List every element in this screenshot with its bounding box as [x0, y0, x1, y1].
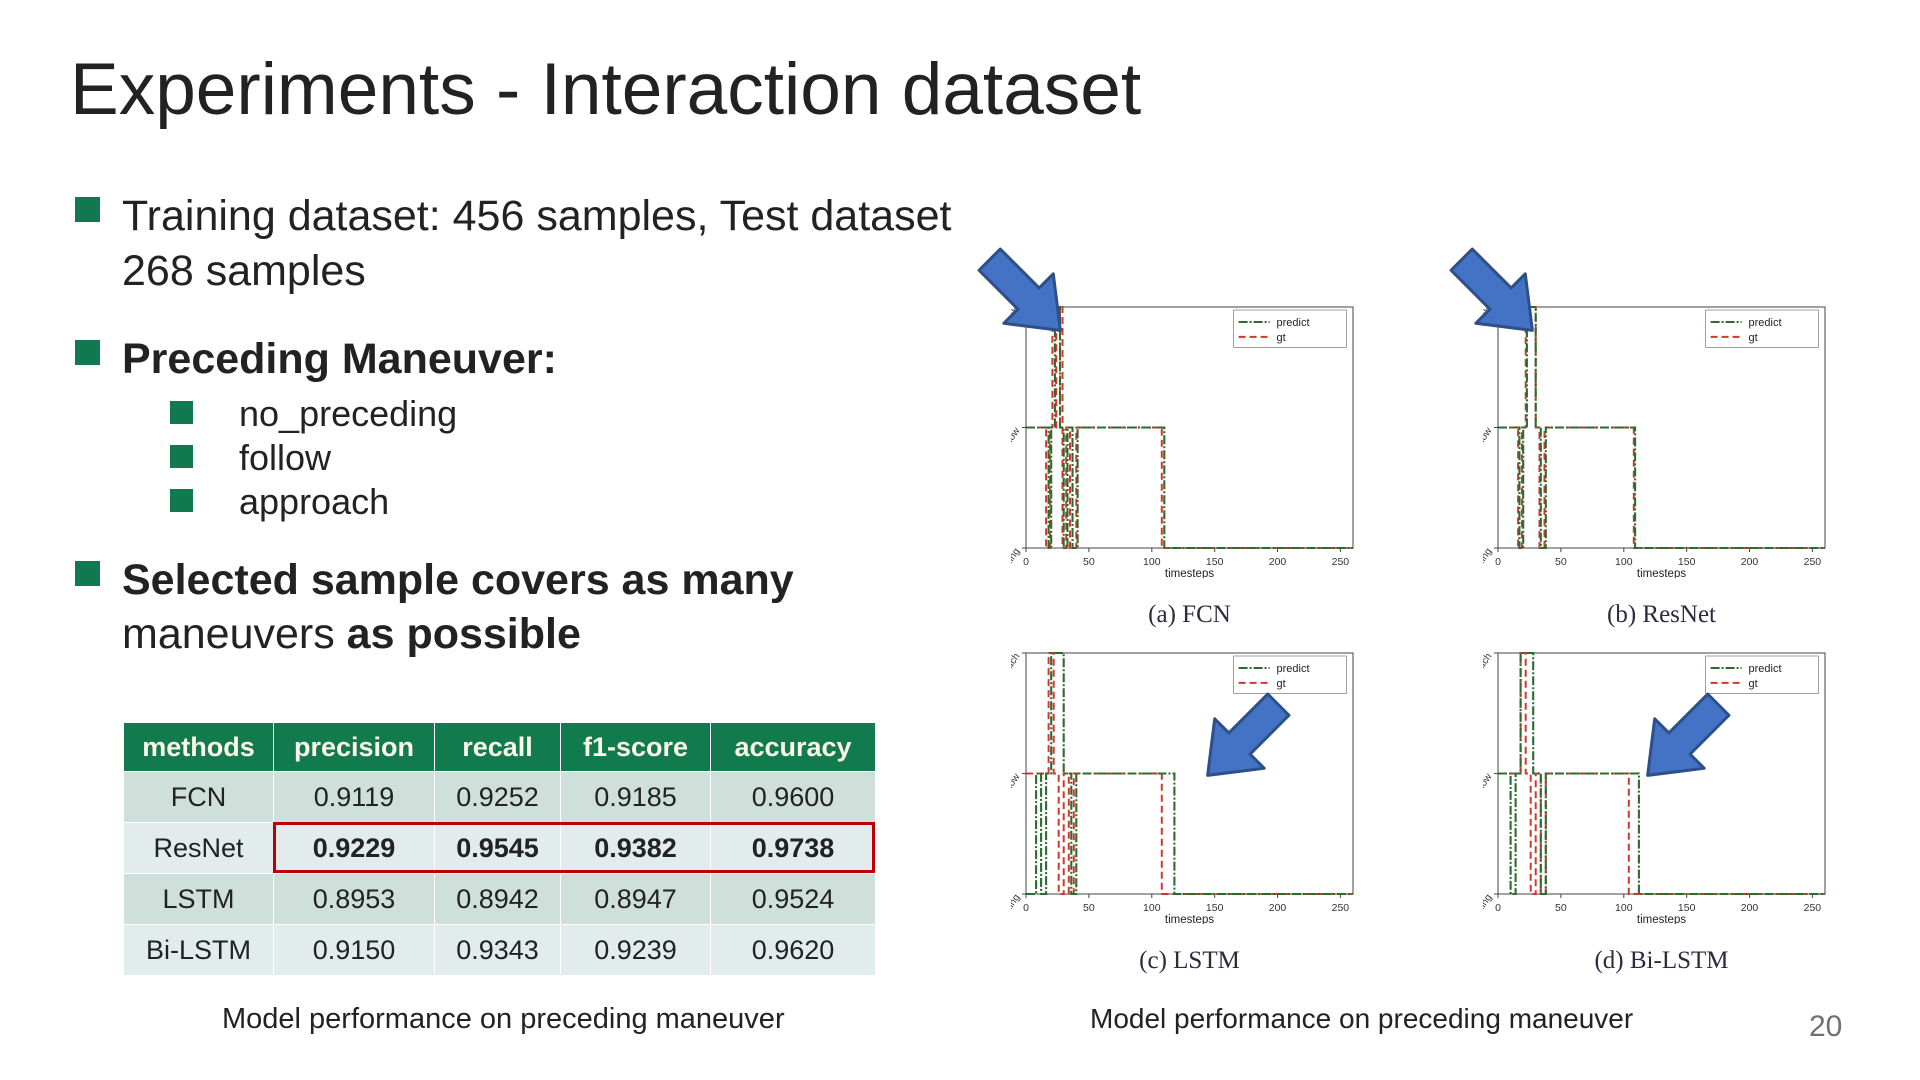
svg-text:predict: predict [1749, 317, 1782, 329]
svg-text:0: 0 [1495, 902, 1501, 914]
svg-text:100: 100 [1615, 902, 1633, 914]
svg-text:250: 250 [1804, 902, 1822, 914]
svg-text:gt: gt [1749, 332, 1758, 344]
svg-text:predict: predict [1749, 663, 1782, 675]
svg-text:gt: gt [1277, 332, 1286, 344]
svg-text:200: 200 [1269, 902, 1287, 914]
svg-text:250: 250 [1332, 902, 1350, 914]
svg-text:50: 50 [1083, 902, 1095, 914]
svg-text:gt: gt [1277, 678, 1286, 690]
svg-text:100: 100 [1615, 556, 1633, 568]
svg-text:200: 200 [1741, 902, 1759, 914]
svg-text:50: 50 [1555, 556, 1567, 568]
svg-text:predict: predict [1277, 317, 1310, 329]
svg-text:0: 0 [1495, 556, 1501, 568]
svg-text:100: 100 [1143, 902, 1161, 914]
svg-text:100: 100 [1143, 556, 1161, 568]
svg-text:gt: gt [1749, 678, 1758, 690]
svg-text:150: 150 [1678, 556, 1696, 568]
svg-text:200: 200 [1741, 556, 1759, 568]
svg-text:150: 150 [1678, 902, 1696, 914]
svg-text:timesteps: timesteps [1637, 914, 1686, 924]
svg-text:150: 150 [1206, 556, 1224, 568]
svg-text:timesteps: timesteps [1165, 568, 1214, 578]
svg-text:50: 50 [1555, 902, 1567, 914]
svg-text:predict: predict [1277, 663, 1310, 675]
svg-text:timesteps: timesteps [1637, 568, 1686, 578]
svg-text:timesteps: timesteps [1165, 914, 1214, 924]
svg-text:250: 250 [1804, 556, 1822, 568]
svg-text:0: 0 [1023, 556, 1029, 568]
svg-text:200: 200 [1269, 556, 1287, 568]
svg-text:0: 0 [1023, 902, 1029, 914]
svg-text:50: 50 [1083, 556, 1095, 568]
svg-text:250: 250 [1332, 556, 1350, 568]
svg-text:150: 150 [1206, 902, 1224, 914]
